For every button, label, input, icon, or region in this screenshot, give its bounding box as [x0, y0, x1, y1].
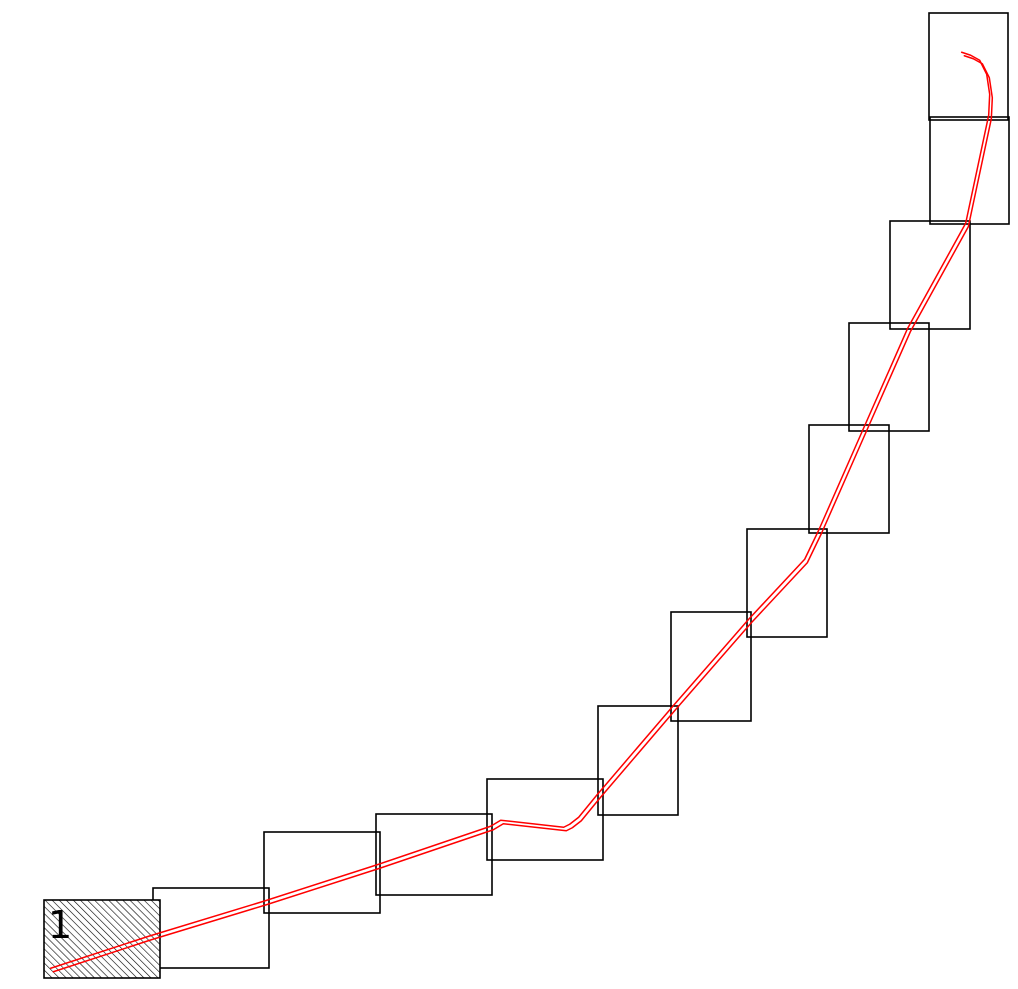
frame-box-8 [746, 528, 828, 638]
path-line-outer-right [52, 55, 994, 973]
frame-box-7 [670, 611, 752, 722]
trajectory-path [49, 51, 994, 973]
frame-box-6 [597, 705, 679, 816]
path-line-outer-left [49, 51, 991, 969]
frame-box-2 [152, 887, 270, 969]
start-frame-label: 1 [48, 903, 72, 947]
frame-box-13 [928, 12, 1009, 121]
frame-box-5 [486, 778, 604, 861]
frame-rectangles [152, 12, 1010, 969]
frame-box-9 [808, 424, 890, 534]
frame-box-10 [848, 322, 930, 432]
frame-box-4 [375, 813, 493, 896]
frame-box-3 [263, 831, 381, 914]
